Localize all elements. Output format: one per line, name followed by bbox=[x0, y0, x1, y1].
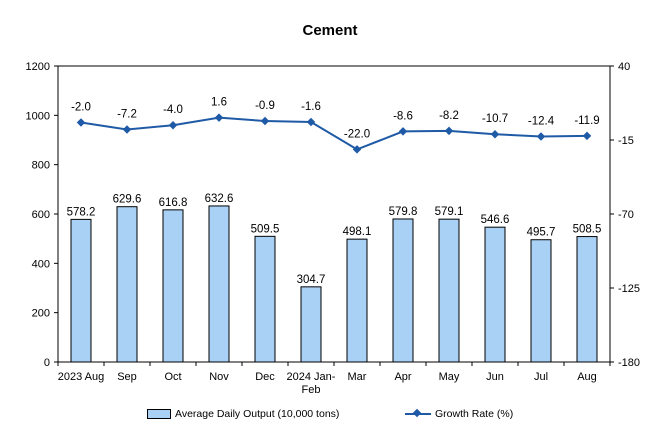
line-data-label: -8.6 bbox=[393, 110, 413, 122]
bar-data-label: 578.2 bbox=[67, 206, 96, 218]
y-left-tick-label: 1000 bbox=[26, 110, 50, 122]
line-data-label: -11.9 bbox=[574, 115, 599, 127]
bar-data-label: 632.6 bbox=[205, 193, 234, 205]
bar bbox=[70, 218, 92, 363]
chart-title: Cement bbox=[302, 22, 358, 39]
line-point bbox=[398, 127, 408, 136]
bar bbox=[300, 286, 322, 363]
bar bbox=[162, 209, 184, 363]
line-point bbox=[582, 131, 592, 141]
bar bbox=[438, 218, 460, 363]
x-tick-label: Jul bbox=[534, 371, 548, 383]
y-right-tick-label: -15 bbox=[618, 135, 634, 147]
y-right-tick-label: -180 bbox=[618, 357, 640, 369]
bar-data-label: 579.8 bbox=[389, 206, 418, 218]
line-point bbox=[168, 120, 178, 130]
x-tick-label: 2024 Jan-Feb bbox=[287, 371, 336, 396]
bar-data-label: 616.8 bbox=[159, 197, 188, 209]
legend-swatch-line bbox=[405, 409, 431, 419]
bar-data-label: 509.5 bbox=[251, 223, 280, 235]
bar-data-label: 579.1 bbox=[435, 206, 464, 218]
plot-frame bbox=[57, 65, 611, 363]
bar-data-label: 498.1 bbox=[343, 226, 372, 238]
bar bbox=[530, 239, 552, 363]
x-tick-label: Oct bbox=[164, 371, 181, 383]
bar bbox=[346, 238, 368, 363]
line-data-label: -4.0 bbox=[163, 104, 183, 116]
y-right-tick-label: -125 bbox=[618, 283, 640, 295]
x-tick-label: Jun bbox=[486, 371, 504, 383]
legend-label-bar: Average Daily Output (10,000 tons) bbox=[175, 408, 340, 420]
line-data-label: -7.2 bbox=[117, 109, 137, 121]
line-data-label: -1.6 bbox=[301, 101, 321, 113]
line-point bbox=[76, 118, 86, 127]
y-left-tick-label: 600 bbox=[32, 209, 50, 221]
bar bbox=[484, 226, 506, 363]
line-point bbox=[490, 129, 500, 139]
x-tick-label: Aug bbox=[577, 371, 597, 383]
x-tick-label: Nov bbox=[209, 371, 229, 383]
bar bbox=[392, 218, 414, 363]
y-right-tick-label: -70 bbox=[618, 209, 634, 221]
x-tick-label: Apr bbox=[394, 371, 411, 383]
line-data-label: -10.7 bbox=[482, 113, 508, 125]
bar bbox=[576, 236, 598, 363]
bar bbox=[208, 205, 230, 363]
legend-label-line: Growth Rate (%) bbox=[435, 408, 514, 420]
bar-data-label: 508.5 bbox=[573, 224, 602, 236]
line-point bbox=[444, 126, 454, 136]
growth-line bbox=[80, 116, 588, 151]
line-data-label: -8.2 bbox=[439, 110, 459, 122]
bar bbox=[116, 206, 138, 363]
bar bbox=[254, 235, 276, 363]
x-tick-label: May bbox=[439, 371, 460, 383]
line-point bbox=[122, 125, 132, 134]
y-left-tick-label: 400 bbox=[32, 258, 50, 270]
line-point bbox=[536, 132, 546, 141]
line-point bbox=[306, 117, 316, 127]
x-tick-label: 2023 Aug bbox=[58, 371, 105, 383]
line-point bbox=[260, 116, 270, 126]
bar-data-label: 629.6 bbox=[113, 194, 142, 206]
y-left-tick-label: 200 bbox=[32, 308, 50, 320]
y-left-tick-label: 800 bbox=[32, 160, 50, 172]
legend-swatch-bar bbox=[147, 409, 171, 419]
x-tick-label: Mar bbox=[348, 371, 367, 383]
line-data-label: -12.4 bbox=[528, 116, 555, 128]
bar-data-label: 546.6 bbox=[481, 214, 510, 226]
line-point bbox=[352, 145, 362, 154]
x-tick-label: Sep bbox=[117, 371, 137, 383]
line-data-label: 1.6 bbox=[211, 97, 227, 109]
line-data-label: -0.9 bbox=[255, 100, 275, 112]
legend-item-line: Growth Rate (%) bbox=[405, 408, 513, 420]
line-data-label: -22.0 bbox=[344, 128, 370, 140]
line-point bbox=[214, 113, 224, 122]
y-left-tick-label: 1200 bbox=[26, 61, 50, 73]
y-right-tick-label: 40 bbox=[618, 61, 630, 73]
bar-data-label: 304.7 bbox=[297, 274, 326, 286]
y-left-tick-label: 0 bbox=[44, 357, 50, 369]
legend-item-bar: Average Daily Output (10,000 tons) bbox=[147, 408, 339, 420]
x-tick-label: Dec bbox=[255, 371, 275, 383]
line-data-label: -2.0 bbox=[71, 102, 91, 114]
bar-data-label: 495.7 bbox=[527, 227, 556, 239]
